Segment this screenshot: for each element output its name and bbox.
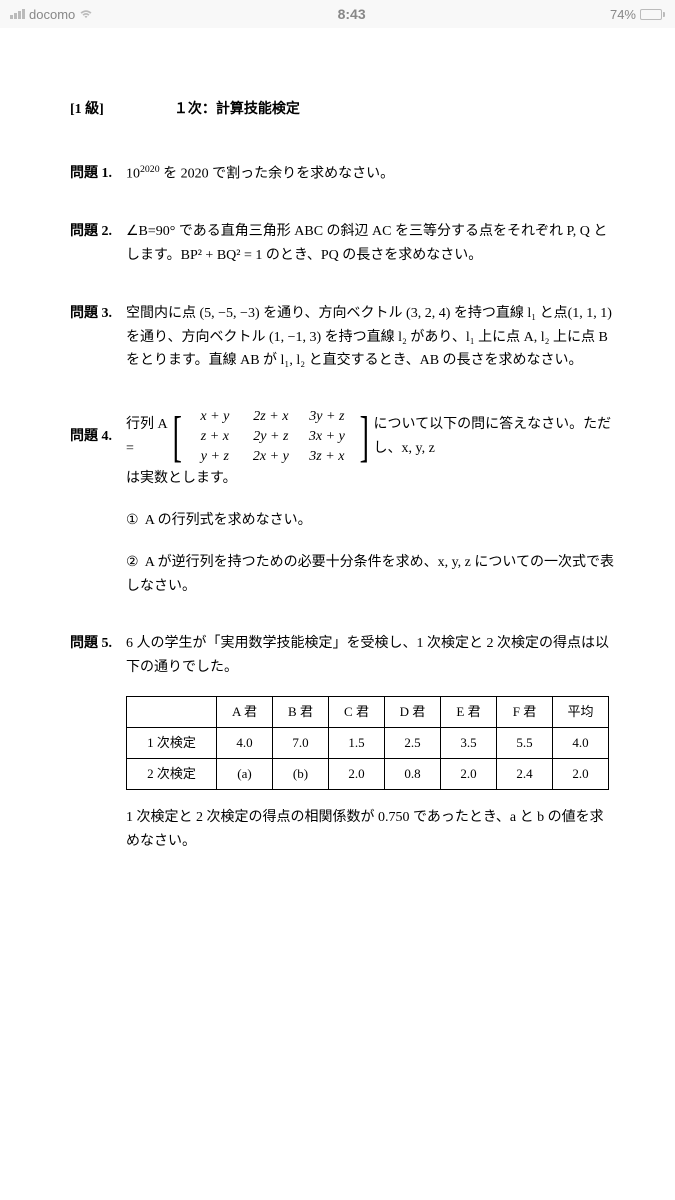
matrix-cell: 3z + x bbox=[299, 447, 355, 467]
doc-title: １次：計算技能検定 bbox=[174, 98, 300, 122]
table-cell: 5.5 bbox=[497, 728, 553, 759]
p1-tail: を 2020 で割った余りを求めなさい。 bbox=[160, 166, 395, 181]
matrix-cell: 2x + y bbox=[243, 447, 299, 467]
table-header: B 君 bbox=[273, 697, 329, 728]
battery-icon bbox=[640, 9, 665, 20]
p4-sub1: ① A の行列式を求めなさい。 bbox=[126, 509, 615, 533]
matrix-cell: x + y bbox=[187, 407, 243, 427]
p4-sub2-text: A が逆行列を持つための必要十分条件を求め、x, y, z についての一次式で表… bbox=[126, 555, 614, 594]
matrix-cell: 3x + y bbox=[299, 427, 355, 447]
doc-grade: [1 級] bbox=[70, 98, 104, 122]
carrier-label: docomo bbox=[29, 7, 75, 22]
document-page: [1 級] １次：計算技能検定 問題 1. 102020 を 2020 で割った… bbox=[0, 28, 675, 928]
matrix-cell: z + x bbox=[187, 427, 243, 447]
problem-label: 問題 1. bbox=[70, 162, 126, 186]
problem-text: 行列 A = [ x + y 2z + x 3y + z z + x 2y + bbox=[126, 407, 615, 467]
matrix-cell: y + z bbox=[187, 447, 243, 467]
status-bar: docomo 8:43 74% bbox=[0, 0, 675, 28]
p4-sub1-text: A の行列式を求めなさい。 bbox=[142, 513, 312, 528]
problem-4: 問題 4. 行列 A = [ x + y 2z + x 3y + z bbox=[70, 407, 615, 598]
problem-text: 空間内に点 (5, −5, −3) を通り、方向ベクトル (3, 2, 4) を… bbox=[126, 302, 615, 373]
doc-header: [1 級] １次：計算技能検定 bbox=[70, 98, 615, 122]
table-cell: 0.8 bbox=[385, 759, 441, 790]
matrix-cell: 3y + z bbox=[299, 407, 355, 427]
table-cell: 7.0 bbox=[273, 728, 329, 759]
table-header: E 君 bbox=[441, 697, 497, 728]
table-header: C 君 bbox=[329, 697, 385, 728]
table-cell: 2 次検定 bbox=[127, 759, 217, 790]
problem-2: 問題 2. ∠B=90° である直角三角形 ABC の斜辺 AC を三等分する点… bbox=[70, 220, 615, 268]
matrix-cell: 2y + z bbox=[243, 427, 299, 447]
status-left: docomo bbox=[10, 7, 93, 22]
table-header: D 君 bbox=[385, 697, 441, 728]
problem-label: 問題 4. bbox=[70, 425, 126, 449]
p4-line2: は実数とします。 bbox=[126, 467, 615, 491]
p4-lead: 行列 A = bbox=[126, 413, 168, 461]
table-cell: 2.0 bbox=[553, 759, 609, 790]
table-cell: 3.5 bbox=[441, 728, 497, 759]
problem-text: 102020 を 2020 で割った余りを求めなさい。 bbox=[126, 162, 615, 186]
problem-label: 問題 5. bbox=[70, 632, 126, 680]
problem-text: ∠B=90° である直角三角形 ABC の斜辺 AC を三等分する点をそれぞれ … bbox=[126, 220, 615, 268]
battery-percent: 74% bbox=[610, 7, 636, 22]
p1-exponent: 2020 bbox=[140, 164, 160, 175]
problem-text: 6 人の学生が「実用数学技能検定」を受検し、1 次検定と 2 次検定の得点は以下… bbox=[126, 632, 615, 680]
score-table: A 君 B 君 C 君 D 君 E 君 F 君 平均 1 次検定 4.0 7.0… bbox=[126, 696, 609, 790]
problem-5: 問題 5. 6 人の学生が「実用数学技能検定」を受検し、1 次検定と 2 次検定… bbox=[70, 632, 615, 853]
table-cell: 2.0 bbox=[329, 759, 385, 790]
table-cell: (b) bbox=[273, 759, 329, 790]
table-cell: (a) bbox=[217, 759, 273, 790]
table-cell: 4.0 bbox=[217, 728, 273, 759]
table-cell: 1 次検定 bbox=[127, 728, 217, 759]
table-cell: 1.5 bbox=[329, 728, 385, 759]
matrix-cells: x + y 2z + x 3y + z z + x 2y + z 3x + y … bbox=[187, 407, 355, 467]
p1-base: 10 bbox=[126, 166, 140, 181]
p4-tail: について以下の問に答えなさい。ただし、x, y, z bbox=[374, 413, 615, 461]
table-header: F 君 bbox=[497, 697, 553, 728]
problem-3: 問題 3. 空間内に点 (5, −5, −3) を通り、方向ベクトル (3, 2… bbox=[70, 302, 615, 373]
wifi-icon bbox=[79, 9, 93, 19]
table-header bbox=[127, 697, 217, 728]
p4-sub2: ② A が逆行列を持つための必要十分条件を求め、x, y, z についての一次式… bbox=[126, 551, 615, 599]
table-header-row: A 君 B 君 C 君 D 君 E 君 F 君 平均 bbox=[127, 697, 609, 728]
table-cell: 2.4 bbox=[497, 759, 553, 790]
circled-2: ② bbox=[126, 551, 142, 575]
table-header: A 君 bbox=[217, 697, 273, 728]
status-right: 74% bbox=[610, 7, 665, 22]
table-row: 2 次検定 (a) (b) 2.0 0.8 2.0 2.4 2.0 bbox=[127, 759, 609, 790]
problem-label: 問題 2. bbox=[70, 220, 126, 268]
signal-icon bbox=[10, 9, 25, 19]
matrix-A: [ x + y 2z + x 3y + z z + x 2y + z 3x + … bbox=[168, 407, 373, 467]
problem-1: 問題 1. 102020 を 2020 で割った余りを求めなさい。 bbox=[70, 162, 615, 186]
table-cell: 2.0 bbox=[441, 759, 497, 790]
circled-1: ① bbox=[126, 509, 142, 533]
problem-label: 問題 3. bbox=[70, 302, 126, 373]
table-cell: 2.5 bbox=[385, 728, 441, 759]
p5-after: 1 次検定と 2 次検定の得点の相関係数が 0.750 であったとき、a と b… bbox=[126, 806, 615, 854]
matrix-cell: 2z + x bbox=[243, 407, 299, 427]
status-time: 8:43 bbox=[338, 6, 366, 22]
table-header: 平均 bbox=[553, 697, 609, 728]
table-row: 1 次検定 4.0 7.0 1.5 2.5 3.5 5.5 4.0 bbox=[127, 728, 609, 759]
table-cell: 4.0 bbox=[553, 728, 609, 759]
